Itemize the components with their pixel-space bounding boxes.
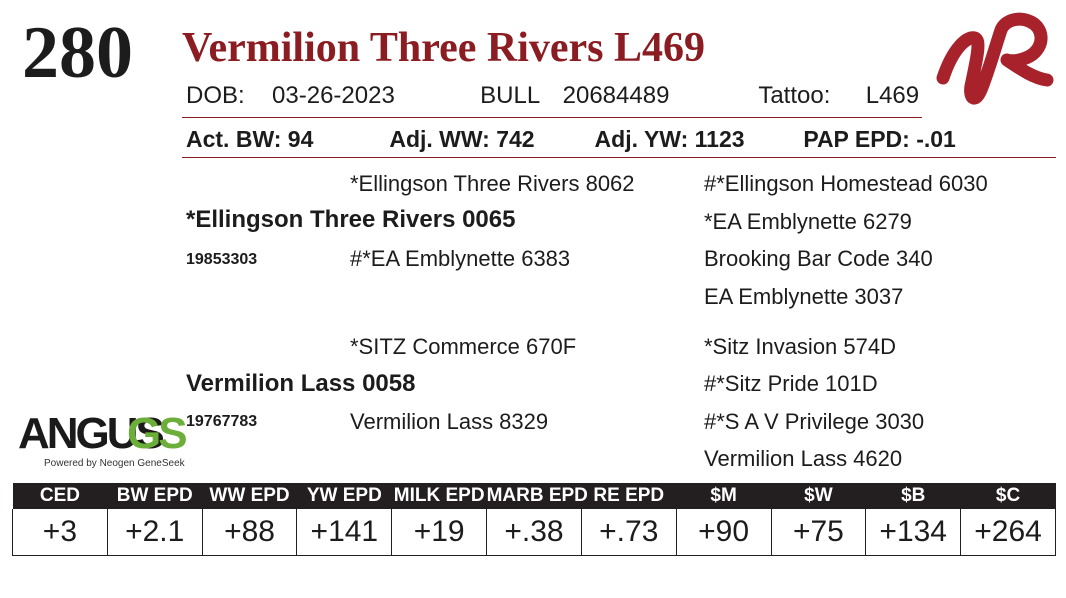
angus-logo-text: ANGUS: [18, 409, 165, 458]
epd-header-milk: MILK EPD: [391, 483, 487, 509]
epd-header-w: $W: [771, 483, 866, 509]
epd-value-m: +90: [675, 509, 772, 556]
epd-header-m: $M: [676, 483, 771, 509]
epd-value-bw: +2.1: [106, 509, 203, 556]
epd-header-marb: MARB EPD: [486, 483, 588, 509]
epd-value-ww: +88: [201, 509, 298, 556]
epd-header-c: $C: [960, 483, 1056, 509]
divider-bottom: [182, 157, 1056, 158]
dam-registration: 19767783: [186, 413, 258, 430]
sex-label: BULL: [480, 82, 540, 109]
epd-value-ced: +3: [12, 509, 108, 556]
lot-number: 280: [22, 12, 133, 94]
epd-header-row: CED BW EPD WW EPD YW EPD MILK EPD MARB E…: [12, 483, 1056, 509]
angus-logo-subtitle: Powered by Neogen GeneSeek: [44, 458, 185, 469]
gs-logo-text: GS: [127, 409, 188, 458]
performance-row: Act. BW: 94 Adj. WW: 742 Adj. YW: 1123 P…: [186, 124, 956, 154]
sire-registration: 19853303: [186, 251, 258, 268]
dam-dam: Vermilion Lass 8329: [350, 409, 549, 434]
tattoo-label: Tattoo:: [758, 82, 831, 109]
dam-sire: *SITZ Commerce 670F: [350, 334, 577, 359]
dam-dam-sire: #*S A V Privilege 3030: [704, 409, 925, 434]
sire-dam-dam: EA Emblynette 3037: [704, 284, 904, 309]
epd-value-b: +134: [865, 509, 962, 556]
epd-value-row: +3 +2.1 +88 +141 +19 +.38 +.73 +90 +75 +…: [12, 509, 1056, 556]
dob-value: 03-26-2023: [272, 82, 395, 109]
dam-dam-dam: Vermilion Lass 4620: [704, 446, 903, 471]
epd-header-yw: YW EPD: [296, 483, 392, 509]
pap-epd: PAP EPD: -.01: [803, 126, 956, 152]
sire-name: *Ellingson Three Rivers 0065: [186, 206, 516, 233]
epd-value-marb: +.38: [486, 509, 582, 556]
epd-header-b: $B: [865, 483, 961, 509]
epd-value-milk: +19: [391, 509, 488, 556]
sire-dam: #*EA Emblynette 6383: [350, 246, 571, 271]
epd-value-yw: +141: [296, 509, 393, 556]
dob-label: DOB:: [186, 82, 245, 109]
epd-header-ced: CED: [12, 483, 108, 509]
dam-sire-dam: #*Sitz Pride 101D: [704, 371, 878, 396]
epd-value-w: +75: [770, 509, 867, 556]
animal-name: Vermilion Three Rivers L469: [182, 25, 706, 71]
epd-value-c: +264: [960, 509, 1056, 556]
act-bw: Act. BW: 94: [186, 126, 314, 152]
adj-ww: Adj. WW: 742: [389, 126, 535, 152]
vr-brand-logo: [936, 12, 1054, 105]
divider-top: [182, 117, 922, 118]
epd-header-ww: WW EPD: [202, 483, 297, 509]
dam-sire-sire: *Sitz Invasion 574D: [704, 334, 896, 359]
sire-sire: *Ellingson Three Rivers 8062: [350, 171, 635, 196]
epd-header-re: RE EPD: [581, 483, 677, 509]
sire-sire-sire: #*Ellingson Homestead 6030: [704, 171, 988, 196]
animal-info-row: DOB: 03-26-2023 BULL 20684489 Tattoo: L4…: [186, 80, 919, 112]
adj-yw: Adj. YW: 1123: [594, 126, 745, 152]
dam-name: Vermilion Lass 0058: [186, 370, 416, 397]
tattoo-value: L469: [865, 82, 920, 109]
epd-header-bw: BW EPD: [107, 483, 203, 509]
epd-value-re: +.73: [580, 509, 677, 556]
registration-number: 20684489: [562, 82, 670, 109]
epd-table: CED BW EPD WW EPD YW EPD MILK EPD MARB E…: [12, 483, 1056, 556]
sire-sire-dam: *EA Emblynette 6279: [704, 209, 912, 234]
sire-dam-sire: Brooking Bar Code 340: [704, 246, 933, 271]
